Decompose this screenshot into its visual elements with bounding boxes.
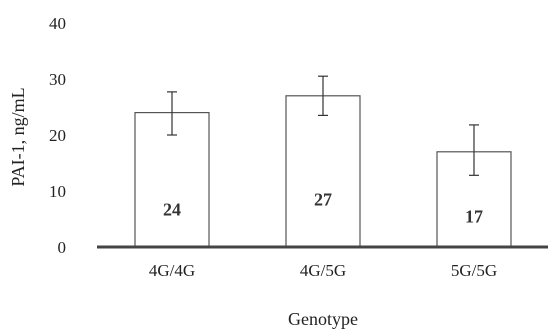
- bars: [134, 95, 512, 248]
- y-tick-label: 40: [49, 14, 66, 33]
- bar: [285, 95, 361, 248]
- error-bars: [167, 75, 479, 176]
- x-axis-title: Genotype: [288, 309, 358, 329]
- y-tick-label: 10: [49, 182, 66, 201]
- y-tick-label: 0: [58, 238, 67, 257]
- error-bar: [318, 75, 328, 117]
- error-bar: [167, 91, 177, 136]
- x-tick-labels: 4G/4G 4G/5G 5G/5G: [149, 261, 497, 280]
- y-tick-labels: 0 10 20 30 40: [49, 14, 66, 257]
- x-tick-label: 4G/5G: [300, 261, 346, 280]
- x-tick-label: 4G/4G: [149, 261, 195, 280]
- y-axis-title: PAI-1, ng/mL: [8, 87, 28, 186]
- bar-value-labels: 24 27 17: [163, 190, 483, 227]
- x-tick-label: 5G/5G: [451, 261, 497, 280]
- bar-value-label: 17: [465, 206, 483, 226]
- y-tick-label: 30: [49, 70, 66, 89]
- bar-value-label: 24: [163, 200, 181, 220]
- y-tick-label: 20: [49, 126, 66, 145]
- bar-value-label: 27: [314, 190, 332, 210]
- error-bar: [469, 124, 479, 176]
